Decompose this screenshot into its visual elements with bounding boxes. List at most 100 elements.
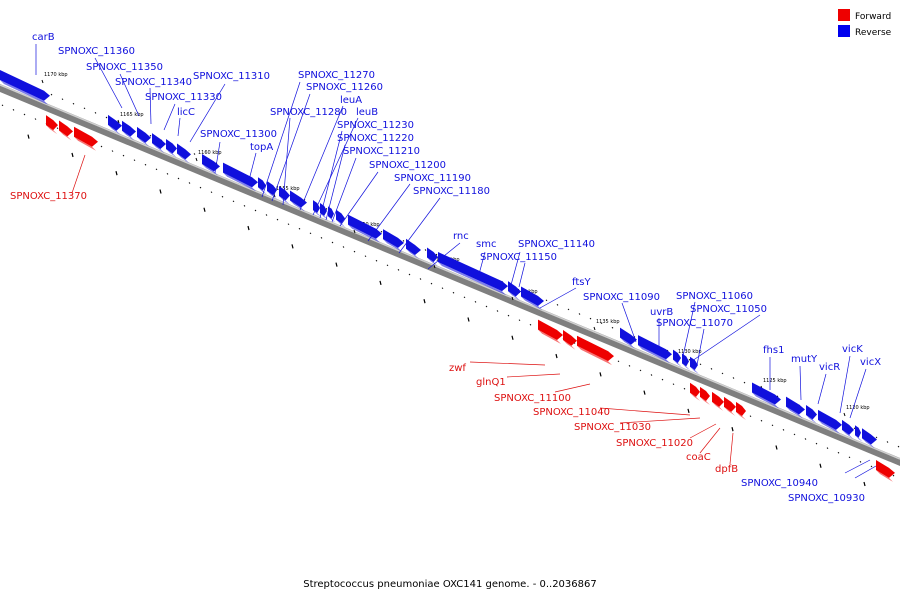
reverse-label-connector <box>94 57 123 109</box>
gene-shadow <box>74 136 96 151</box>
gene-body <box>690 382 700 397</box>
gene-shadow <box>258 187 267 195</box>
gene-body <box>806 404 817 420</box>
reverse-gene-label: SPNOXC_11060 <box>676 291 753 302</box>
minor-tick <box>897 445 900 448</box>
gene-body <box>177 143 191 160</box>
minor-tick <box>776 395 779 398</box>
minor-tick <box>518 319 521 322</box>
gene-body <box>328 206 334 219</box>
gene-shadow <box>690 392 700 401</box>
gene-body <box>427 247 438 263</box>
major-tick <box>115 171 118 176</box>
gene-body <box>538 319 563 340</box>
gene-body <box>508 281 521 297</box>
reverse-gene-label: SPNOXC_11070 <box>656 318 733 329</box>
minor-tick <box>683 387 686 390</box>
minor-tick <box>380 230 383 233</box>
reverse-gene-label: SPNOXC_11230 <box>337 120 414 131</box>
gene-body <box>406 238 421 255</box>
gene-body <box>0 70 50 101</box>
minor-tick <box>402 240 405 242</box>
minor-tick <box>72 102 75 105</box>
gene-shadow <box>806 414 817 424</box>
kbp-tick <box>593 326 596 331</box>
kbp-tick <box>117 119 120 124</box>
reverse-label-connector <box>518 262 526 288</box>
gene-shadow <box>320 212 329 220</box>
legend-label-forward: Forward <box>855 12 891 22</box>
minor-tick <box>265 214 268 216</box>
gene-shadow <box>700 396 710 406</box>
reverse-gene-label: SPNOXC_11140 <box>518 239 595 250</box>
kbp-label: 1170 kbp <box>44 72 68 78</box>
reverse-gene <box>108 114 122 135</box>
gene-body <box>818 409 842 430</box>
minor-tick <box>578 313 581 315</box>
gene-body <box>786 396 805 415</box>
reverse-gene <box>521 286 544 311</box>
minor-tick <box>743 381 746 384</box>
minor-tick <box>364 255 367 258</box>
reverse-gene <box>177 143 191 164</box>
major-tick <box>687 408 690 414</box>
minor-tick <box>837 451 840 454</box>
reverse-gene-label: SPNOXC_11150 <box>480 252 557 263</box>
forward-label-connector <box>599 407 691 416</box>
gene-body <box>724 396 736 412</box>
minor-tick <box>424 249 427 251</box>
forward-gene <box>712 391 724 411</box>
gene-shadow <box>690 366 699 375</box>
kbp-tick <box>41 79 44 84</box>
minor-tick <box>34 118 37 120</box>
reverse-gene-label: SPNOXC_11190 <box>394 173 471 184</box>
minor-tick <box>166 173 169 175</box>
gene-body <box>336 209 345 224</box>
reverse-gene <box>673 349 682 367</box>
gene-body <box>563 329 577 346</box>
gene-body <box>862 428 877 445</box>
gene-shadow <box>46 125 58 135</box>
minor-tick <box>298 227 301 230</box>
gene-body <box>59 120 73 137</box>
major-tick <box>379 280 382 286</box>
reverse-gene-label: SPNOXC_11090 <box>583 292 660 303</box>
minor-tick <box>815 442 818 445</box>
reverse-label-connector <box>621 302 637 343</box>
minor-tick <box>710 368 713 370</box>
minor-tick <box>61 98 64 101</box>
gene-body <box>876 460 895 478</box>
minor-tick <box>589 317 592 320</box>
reverse-gene-label: SPNOXC_11360 <box>58 46 135 57</box>
reverse-gene <box>223 162 258 192</box>
reverse-gene-label: mutY <box>791 354 818 365</box>
gene-shadow <box>786 406 803 419</box>
minor-tick <box>188 182 191 184</box>
reverse-label-connector <box>339 171 379 227</box>
minor-tick <box>320 237 323 239</box>
gene-body <box>638 335 672 360</box>
minor-tick <box>617 360 620 363</box>
reverse-gene <box>336 209 346 228</box>
forward-gene-label: SPNOXC_11100 <box>494 393 571 404</box>
gene-shadow <box>682 363 691 371</box>
reverse-gene <box>406 238 421 259</box>
minor-tick <box>496 310 499 312</box>
genome-backbone-highlight <box>0 84 900 460</box>
reverse-gene-label: licC <box>177 107 195 118</box>
forward-gene <box>59 120 73 141</box>
reverse-gene-label: fhs1 <box>763 345 784 356</box>
minor-tick <box>474 301 477 303</box>
reverse-gene <box>313 200 322 217</box>
gene-shadow <box>152 143 165 153</box>
minor-tick <box>886 441 889 443</box>
major-tick <box>643 390 646 395</box>
minor-tick <box>441 287 444 290</box>
forward-gene-label: zwf <box>449 363 466 374</box>
minor-tick <box>408 273 411 276</box>
reverse-label-connector <box>854 465 877 479</box>
forward-gene <box>577 335 614 366</box>
gene-body <box>279 185 290 201</box>
reverse-label-connector <box>119 73 140 117</box>
